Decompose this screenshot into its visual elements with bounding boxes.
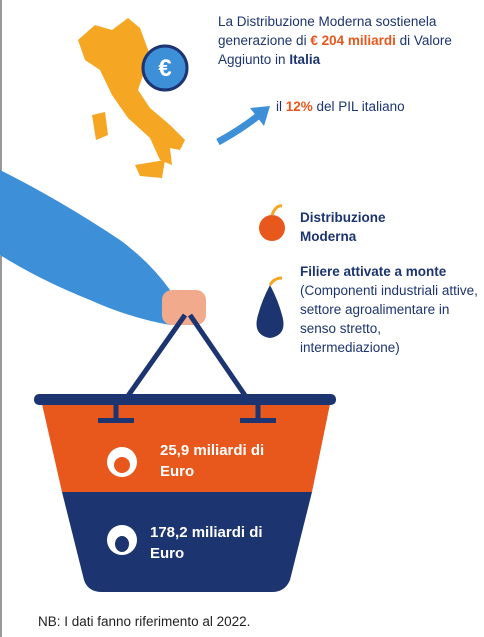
pear-icon xyxy=(115,536,129,552)
pil-value: 12% xyxy=(285,99,313,114)
note: NB: I dati fanno riferimento al 2022. xyxy=(38,614,251,629)
headline-amount: € 204 miliardi xyxy=(310,33,396,48)
apple-leaf xyxy=(270,204,283,216)
arrow-head xyxy=(250,106,270,126)
arrow xyxy=(216,113,261,146)
headline: La Distribuzione Moderna sostienela gene… xyxy=(218,12,468,69)
headline-country: Italia xyxy=(289,52,321,67)
basket-bottom xyxy=(62,492,312,592)
headline-middle: di Valore Aggiunto in xyxy=(218,33,452,67)
hand xyxy=(162,290,206,325)
italy-map xyxy=(78,18,185,165)
pil-prefix: il xyxy=(276,99,286,114)
legend-label: Distribuzione Moderna xyxy=(300,210,386,244)
basket-rim xyxy=(34,394,336,405)
coin xyxy=(141,44,189,92)
pear-leaf xyxy=(268,276,283,286)
sardinia xyxy=(92,112,108,140)
pil: il 12% del PIL italiano xyxy=(276,97,405,116)
legend-detail: (Componenti industriali attive, settore … xyxy=(300,283,478,355)
basket-value: 25,9 miliardi di Euro xyxy=(160,442,265,480)
clip-left xyxy=(98,418,134,423)
coin-symbol: € xyxy=(158,55,171,82)
basket-value: 178,2 miliardi di Euro xyxy=(150,524,263,562)
sicily xyxy=(135,160,165,178)
arm xyxy=(0,170,170,325)
headline-intro: La Distribuzione Moderna sostienela gene… xyxy=(218,14,437,48)
legend-entry: Filiere attivate a monte (Componenti ind… xyxy=(300,262,482,357)
apple-icon xyxy=(114,457,130,473)
pil-suffix: del PIL italiano xyxy=(312,99,405,114)
legend-label: Filiere attivate a monte xyxy=(300,264,447,279)
legend-apple xyxy=(259,215,285,241)
clip-right xyxy=(240,418,276,423)
legend-pear xyxy=(256,285,284,338)
